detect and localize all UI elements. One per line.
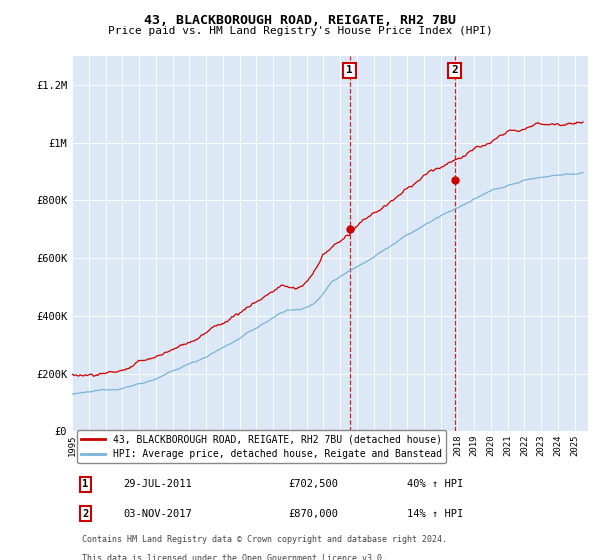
Text: Contains HM Land Registry data © Crown copyright and database right 2024.: Contains HM Land Registry data © Crown c…: [82, 535, 448, 544]
Text: 43, BLACKBOROUGH ROAD, REIGATE, RH2 7BU: 43, BLACKBOROUGH ROAD, REIGATE, RH2 7BU: [144, 14, 456, 27]
Text: 40% ↑ HPI: 40% ↑ HPI: [407, 479, 464, 489]
Text: £870,000: £870,000: [289, 508, 339, 519]
Text: Price paid vs. HM Land Registry's House Price Index (HPI): Price paid vs. HM Land Registry's House …: [107, 26, 493, 36]
Text: 03-NOV-2017: 03-NOV-2017: [124, 508, 193, 519]
Legend: 43, BLACKBOROUGH ROAD, REIGATE, RH2 7BU (detached house), HPI: Average price, de: 43, BLACKBOROUGH ROAD, REIGATE, RH2 7BU …: [77, 431, 446, 463]
Text: 2: 2: [82, 508, 89, 519]
Text: This data is licensed under the Open Government Licence v3.0.: This data is licensed under the Open Gov…: [82, 554, 388, 560]
Text: 2: 2: [451, 66, 458, 76]
Text: 29-JUL-2011: 29-JUL-2011: [124, 479, 193, 489]
Text: 1: 1: [82, 479, 89, 489]
Text: 1: 1: [346, 66, 353, 76]
Text: £702,500: £702,500: [289, 479, 339, 489]
Text: 14% ↑ HPI: 14% ↑ HPI: [407, 508, 464, 519]
